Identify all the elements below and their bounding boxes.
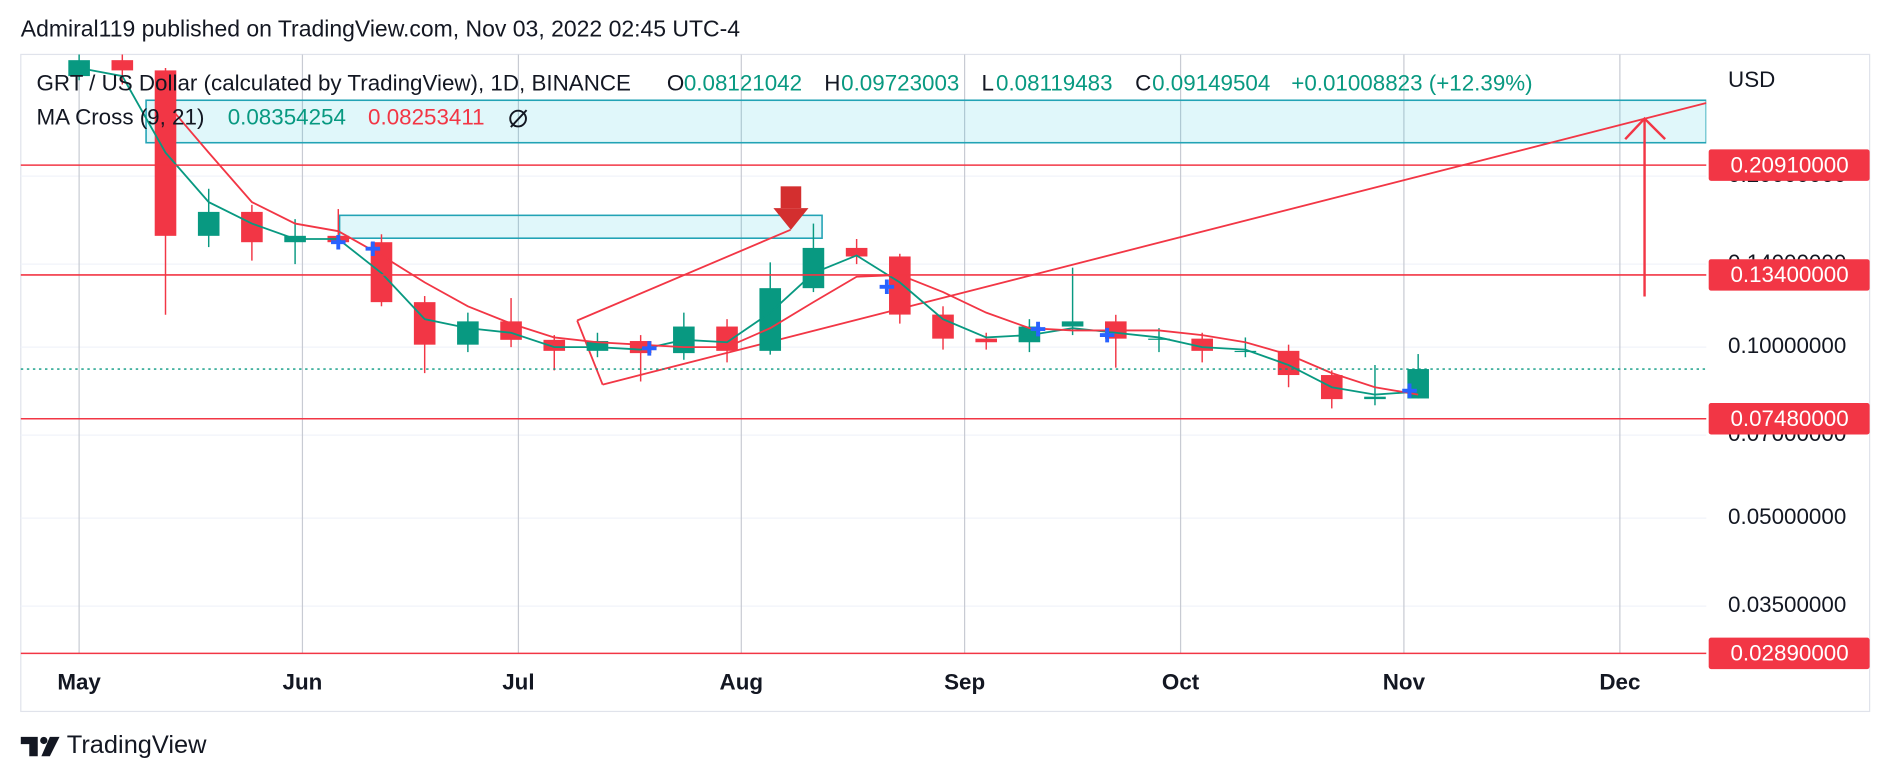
legend-l: 0.08119483 bbox=[996, 71, 1113, 96]
zone-box bbox=[338, 214, 823, 239]
candle-body bbox=[975, 338, 998, 343]
x-tick-label: Jul bbox=[502, 670, 534, 695]
x-tick-label: Aug bbox=[720, 670, 764, 695]
y-tick-label: 0.10000000 bbox=[1728, 333, 1846, 358]
legend-l-label: L bbox=[982, 71, 994, 96]
candle-body bbox=[1364, 396, 1386, 400]
legend-h-label: H bbox=[824, 71, 840, 96]
price-tag-label: 0.20910000 bbox=[1730, 152, 1848, 177]
indicator-slow: 0.08253411 bbox=[368, 104, 485, 129]
candle-body bbox=[1234, 350, 1257, 353]
cross-marker bbox=[365, 241, 381, 257]
tradingview-logo bbox=[20, 736, 60, 757]
indicator-fast: 0.08354254 bbox=[228, 104, 346, 129]
footer-brand: TradingView bbox=[67, 731, 207, 759]
currency: USD bbox=[1728, 67, 1775, 92]
x-tick-label: Dec bbox=[1599, 670, 1640, 695]
price-tag bbox=[1708, 149, 1870, 181]
cross-marker bbox=[1030, 321, 1046, 337]
candle-body bbox=[759, 288, 782, 351]
plot-area bbox=[68, 54, 1707, 409]
legend-c-label: C bbox=[1135, 71, 1151, 96]
legend-o-label: O bbox=[667, 71, 684, 96]
up-arrow bbox=[1624, 116, 1666, 297]
cross-marker bbox=[1099, 327, 1115, 343]
legend-o: 0.08121042 bbox=[684, 71, 802, 96]
candle-body bbox=[457, 321, 479, 345]
legend-change: +0.01008823 (+12.39%) bbox=[1291, 71, 1532, 96]
candle-body bbox=[889, 256, 911, 315]
candle-body bbox=[543, 339, 566, 351]
x-tick-label: Jun bbox=[283, 670, 323, 695]
candle-body bbox=[197, 211, 220, 236]
x-tick-label: May bbox=[57, 670, 101, 695]
cross-marker bbox=[331, 234, 346, 250]
legend-h: 0.09723003 bbox=[841, 71, 959, 96]
candle-body bbox=[802, 247, 825, 289]
candle-body bbox=[413, 302, 436, 345]
x-tick-label: Oct bbox=[1162, 670, 1200, 695]
zone-box bbox=[145, 99, 1707, 144]
axes: 0.035000000.050000000.070000000.10000000… bbox=[57, 149, 1870, 695]
x-tick-label: Nov bbox=[1383, 670, 1426, 695]
candle-body bbox=[241, 211, 263, 243]
chart-frame bbox=[20, 53, 1871, 713]
trendline bbox=[576, 320, 604, 385]
price-tag bbox=[1708, 259, 1870, 291]
y-tick-label: 0.03500000 bbox=[1728, 592, 1846, 617]
grid bbox=[20, 54, 1707, 654]
price-tag bbox=[1708, 403, 1870, 435]
price-tag-label: 0.13400000 bbox=[1730, 262, 1848, 287]
legend-title: GRT / US Dollar (calculated by TradingVi… bbox=[37, 71, 631, 96]
candle-body bbox=[586, 341, 609, 351]
down-arrow bbox=[773, 186, 809, 230]
trendline bbox=[602, 102, 1707, 386]
hide-icon[interactable] bbox=[509, 109, 528, 128]
price-tag bbox=[1708, 637, 1870, 670]
indicator-name: MA Cross (9, 21) bbox=[37, 104, 205, 129]
legend-c: 0.09149504 bbox=[1152, 71, 1270, 96]
cross-marker bbox=[879, 279, 895, 295]
cross-marker bbox=[1402, 383, 1417, 398]
x-tick-label: Sep bbox=[944, 670, 985, 695]
candle-body bbox=[111, 60, 134, 71]
price-tag-label: 0.07480000 bbox=[1730, 406, 1848, 431]
moving-average bbox=[78, 67, 1419, 396]
legend: GRT / US Dollar (calculated by TradingVi… bbox=[37, 71, 1533, 96]
candle-body bbox=[1061, 321, 1084, 327]
candle-body bbox=[845, 247, 868, 257]
candle-body bbox=[1148, 338, 1170, 340]
y-tick-label: 0.05000000 bbox=[1728, 504, 1846, 529]
indicator-legend: MA Cross (9, 21) 0.08354254 0.08253411 bbox=[37, 104, 485, 129]
cross-marker bbox=[642, 341, 657, 356]
header: Admiral119 published on TradingView.com,… bbox=[21, 15, 740, 41]
price-tag-label: 0.02890000 bbox=[1730, 640, 1848, 665]
